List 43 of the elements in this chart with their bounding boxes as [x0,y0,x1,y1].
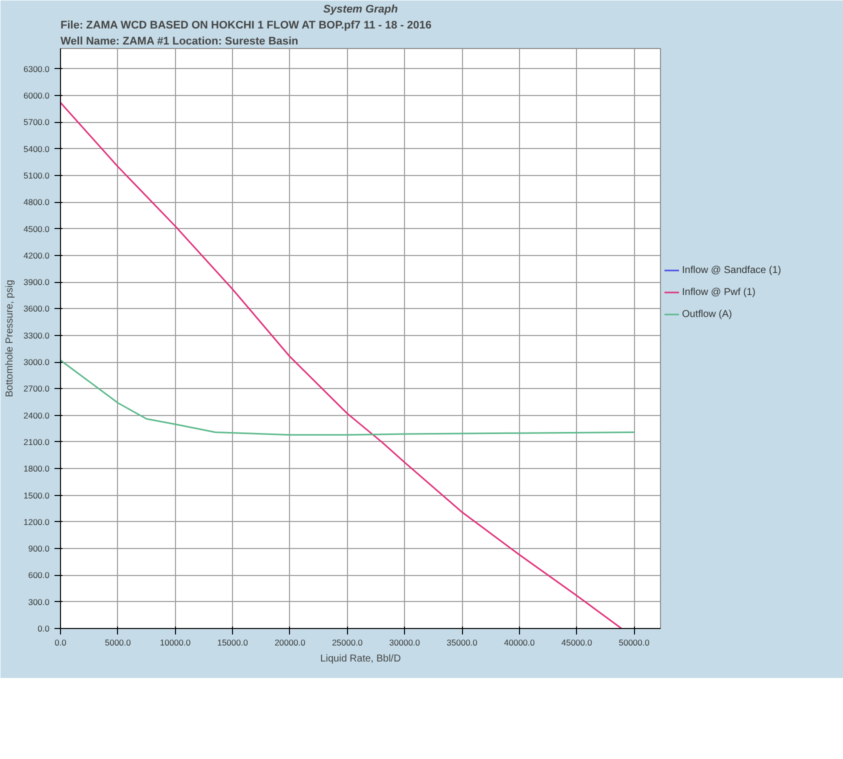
chart-title: System Graph [323,4,398,16]
legend-label: Inflow @ Pwf (1) [682,286,756,298]
line-series [60,360,635,436]
y-tick-label: 900.0 [28,544,50,554]
y-tick-label: 2700.0 [24,384,50,394]
y-tick-label: 3000.0 [24,357,50,368]
y-tick-label: 4200.0 [24,250,50,260]
x-tick-label: 5000.0 [104,638,132,648]
y-tick-label: 0.0 [38,624,50,634]
y-tick-label: 2400.0 [24,410,50,420]
legend-label: Outflow (A) [682,308,732,320]
y-tick-label: 5100.0 [24,170,50,181]
x-tick-label: 30000.0 [389,638,420,648]
y-tick-label: 1500.0 [24,490,50,500]
y-tick-label: 4500.0 [24,224,50,234]
legend-label: Inflow @ Sandface (1) [682,264,782,276]
x-tick-label: 50000.0 [618,638,650,648]
x-axis-title: Liquid Rate, Bbl/D [320,654,401,664]
y-tick-label: 6000.0 [24,90,50,101]
y-tick-label: 6300.0 [24,64,50,74]
y-tick-label: 5400.0 [24,144,50,154]
y-axis-title: Bottomhole Pressure, psig [4,280,16,398]
x-tick-label: 10000.0 [160,638,191,648]
y-tick-label: 600.0 [28,570,50,580]
x-tick-label: 0.0 [54,638,67,648]
x-tick-label: 45000.0 [561,638,592,648]
y-tick-label: 1200.0 [24,516,50,527]
y-tick-label: 3900.0 [24,277,50,288]
x-tick-label: 15000.0 [217,638,248,648]
y-tick-label: 3300.0 [24,330,50,340]
text: File: ZAMA WCD BASED ON HOKCHI 1 FLOW AT BOP.pf7 11 - 18 - 2016 [60,20,432,32]
x-tick-label: 20000.0 [274,638,306,648]
y-tick-label: 300.0 [28,596,50,607]
y-tick-label: 4800.0 [24,197,50,208]
y-tick-label: 1800.0 [24,464,50,474]
y-tick-label: 5700.0 [24,117,50,128]
text: Well Name: ZAMA #1 Location: Sureste Basin [60,36,298,48]
x-tick-label: 25000.0 [332,638,363,648]
x-tick-label: 40000.0 [504,638,536,648]
y-tick-label: 3600.0 [24,304,50,314]
line-series [60,102,622,628]
y-tick-label: 2100.0 [24,436,50,447]
x-tick-label: 35000.0 [446,638,478,648]
